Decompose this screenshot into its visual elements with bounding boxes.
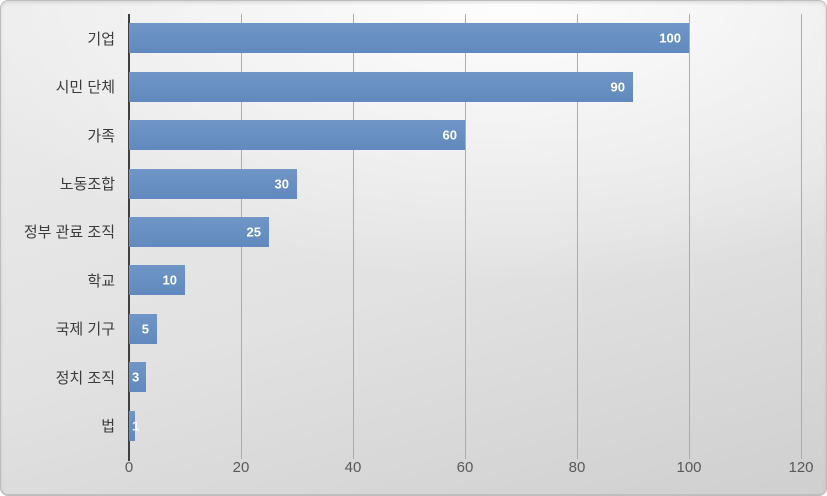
bar: 5: [129, 313, 157, 344]
bar-row: 가족 60: [1, 111, 826, 159]
x-tick-label: 120: [788, 459, 814, 476]
bar: 60: [129, 120, 465, 151]
bar-row: 노동조합 30: [1, 159, 826, 207]
data-label: 5: [141, 321, 149, 337]
category-label: 법: [101, 418, 115, 436]
bar-track: 3: [129, 353, 826, 401]
data-label: 1: [132, 418, 140, 434]
data-label: 30: [274, 176, 289, 192]
bar-row: 국제 기구 5: [1, 305, 826, 353]
bar-track: 1: [129, 402, 826, 450]
category-label: 가족: [87, 127, 115, 145]
gridline: [353, 14, 354, 459]
bar-row: 학교 10: [1, 256, 826, 304]
category-label: 학교: [87, 272, 115, 290]
x-tick-label: 40: [344, 459, 362, 476]
bar-row: 정부 관료 조직 25: [1, 208, 826, 256]
x-tick-label: 60: [456, 459, 474, 476]
gridline: [577, 14, 578, 459]
category-label: 정치 조직: [55, 369, 115, 387]
data-label: 90: [610, 79, 625, 95]
gridline: [465, 14, 466, 459]
x-tick-label: 20: [232, 459, 250, 476]
bar: 10: [129, 265, 185, 296]
data-label: 10: [162, 272, 177, 288]
bar-track: 100: [129, 14, 826, 62]
bar: 25: [129, 216, 269, 247]
bar: 100: [129, 23, 689, 54]
bar-track: 30: [129, 159, 826, 207]
bar-row: 기업 100: [1, 14, 826, 62]
bar: 3: [129, 362, 146, 393]
bar-track: 90: [129, 62, 826, 110]
bar-row: 정치 조직 3: [1, 353, 826, 401]
data-label: 3: [132, 369, 140, 385]
data-label: 60: [442, 127, 457, 143]
category-label: 기업: [87, 30, 115, 48]
x-axis-tick-labels: 0 20 40 60 80 100 120: [125, 459, 814, 483]
bar: 90: [129, 71, 633, 102]
gridline: [801, 14, 802, 459]
bar-track: 25: [129, 208, 826, 256]
bar-rows: 기업 100 시민 단체 90 가족 60 노동조합 30 정부 관료 조직 25 학교 10 국제 기…: [1, 14, 826, 450]
bar: 1: [129, 410, 139, 441]
data-label: 25: [246, 224, 261, 240]
category-label: 정부 관료 조직: [23, 224, 115, 242]
category-label: 노동조합: [59, 176, 115, 194]
x-tick-label: 80: [568, 459, 586, 476]
bar-row: 시민 단체 90: [1, 62, 826, 110]
bar-track: 5: [129, 305, 826, 353]
gridline: [689, 14, 690, 459]
data-label: 100: [659, 30, 681, 46]
bar-track: 60: [129, 111, 826, 159]
bar-track: 10: [129, 256, 826, 304]
bar: 30: [129, 168, 297, 199]
category-label: 국제 기구: [55, 321, 115, 339]
x-tick-label: 0: [124, 459, 134, 476]
x-tick-label: 100: [676, 459, 702, 476]
category-label: 시민 단체: [55, 79, 115, 97]
